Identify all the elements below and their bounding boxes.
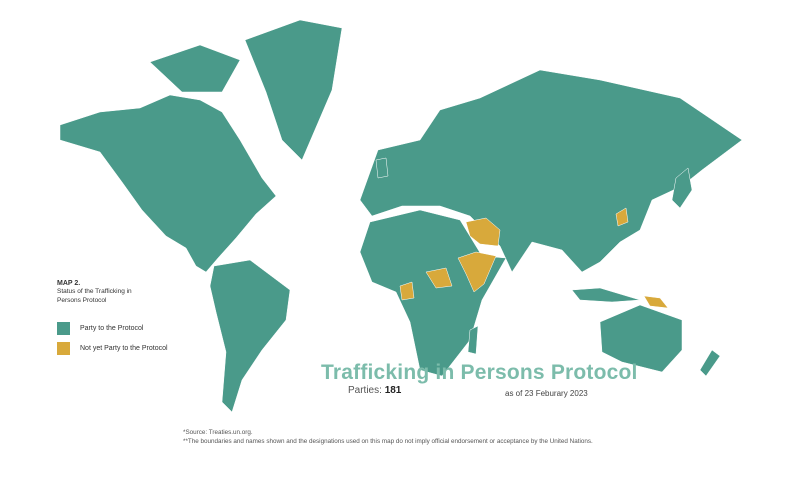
as-of-date: as of 23 Feburary 2023: [505, 389, 588, 398]
legend-item-party: Party to the Protocol: [57, 322, 143, 335]
legend-item-not-party: Not yet Party to the Protocol: [57, 342, 168, 355]
greenland: [244, 19, 343, 161]
papua-new-guinea: [643, 295, 669, 309]
parties-count: Parties: 181: [348, 385, 401, 396]
north-america: [59, 94, 277, 273]
arctic-islands: [149, 44, 241, 93]
eurasia: [359, 69, 743, 273]
legend-label: Party to the Protocol: [80, 325, 144, 332]
south-america: [209, 259, 291, 413]
non-party-countries: [399, 207, 669, 309]
japan: [671, 167, 693, 209]
legend-label: Not yet Party to the Protocol: [80, 345, 168, 352]
congo: [399, 281, 415, 301]
not-party-swatch: [57, 342, 70, 355]
disclaimer-note: **The boundaries and names shown and the…: [183, 437, 593, 445]
chad-south-sudan: [425, 267, 453, 289]
iran: [465, 217, 501, 247]
new-zealand: [699, 349, 721, 377]
source-note: *Source: Treaties.un.org.: [183, 429, 253, 436]
madagascar: [467, 325, 479, 355]
party-countries: [59, 19, 743, 413]
australia: [599, 304, 683, 373]
north-korea: [615, 207, 629, 227]
footnotes: *Source: Treaties.un.org. **The boundari…: [183, 429, 593, 446]
parties-label: Parties:: [348, 385, 382, 396]
map-legend: MAP 2. Status of the Trafficking in Pers…: [57, 280, 168, 355]
indonesia: [571, 287, 641, 303]
parties-number: 181: [384, 385, 402, 396]
uk: [375, 157, 389, 179]
map-subtitle: Status of the Trafficking in Persons Pro…: [57, 288, 132, 304]
map-label: MAP 2.: [57, 280, 81, 287]
party-swatch: [57, 322, 70, 335]
horn-of-africa: [457, 251, 497, 293]
map-title: Trafficking in Persons Protocol: [321, 361, 638, 384]
